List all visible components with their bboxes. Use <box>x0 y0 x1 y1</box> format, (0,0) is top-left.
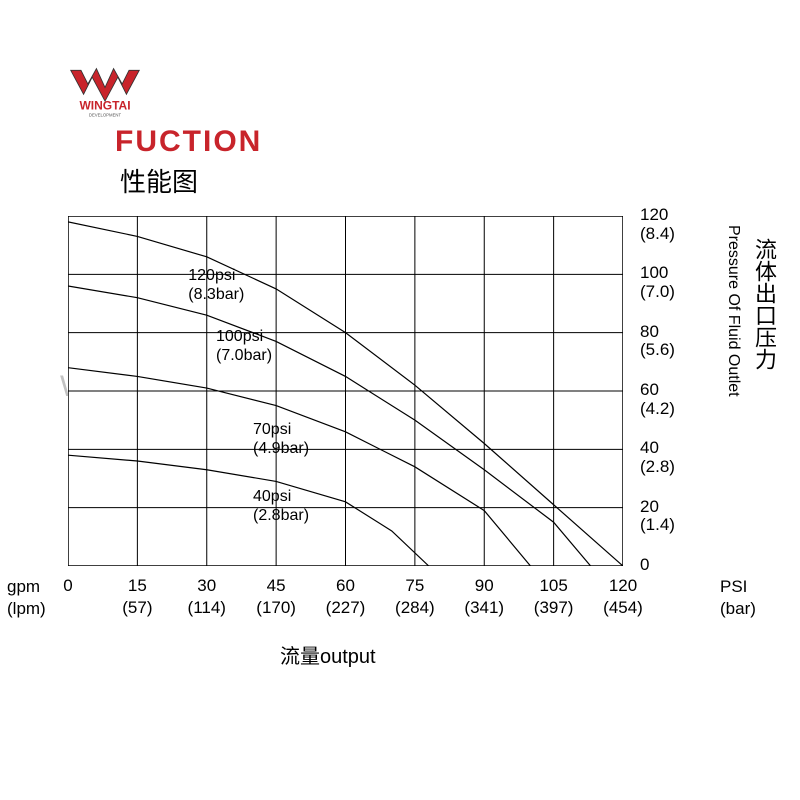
y-axis-title-en: Pressure Of Fluid Outlet <box>724 225 742 397</box>
x-axis-unit: gpm(lpm) <box>7 576 46 620</box>
x-tick-label: 75(284) <box>395 575 435 619</box>
y-tick-label: 100(7.0) <box>640 264 675 301</box>
logo: WINGTAI DEVELOPMENT <box>60 60 150 125</box>
performance-chart <box>68 216 623 566</box>
x-tick-label: 30(114) <box>188 575 226 619</box>
x-tick-label: 120(454) <box>603 575 643 619</box>
x-tick-label: 90(341) <box>464 575 504 619</box>
y-tick-label: 80(5.6) <box>640 323 675 360</box>
x-tick-label: 0 <box>63 575 72 619</box>
x-tick-label: 15(57) <box>122 575 152 619</box>
y-tick-label: 40(2.8) <box>640 439 675 476</box>
y-tick-label: 120(8.4) <box>640 206 675 243</box>
page-title: FUCTION <box>115 125 262 159</box>
curve-label: 40psi(2.8bar) <box>253 487 309 525</box>
logo-sub: DEVELOPMENT <box>89 113 122 118</box>
x-tick-label: 105(397) <box>534 575 574 619</box>
logo-brand: WINGTAI <box>79 99 130 113</box>
y-tick-label: 0 <box>640 556 649 575</box>
x-tick-label: 60(227) <box>326 575 366 619</box>
y-tick-label: 20(1.4) <box>640 498 675 535</box>
curve-label: 100psi(7.0bar) <box>216 327 272 365</box>
y-axis-title-cn: 流体出口压力 <box>748 238 780 370</box>
x-tick-label: 45(170) <box>256 575 296 619</box>
curve-label: 120psi(8.3bar) <box>188 266 244 304</box>
page-title-cn: 性能图 <box>120 162 198 199</box>
y-tick-label: 60(4.2) <box>640 381 675 418</box>
curve-label: 70psi(4.9bar) <box>253 420 309 458</box>
x-axis-title: 流量output <box>280 640 376 669</box>
y-axis-unit: PSI(bar) <box>720 576 756 620</box>
